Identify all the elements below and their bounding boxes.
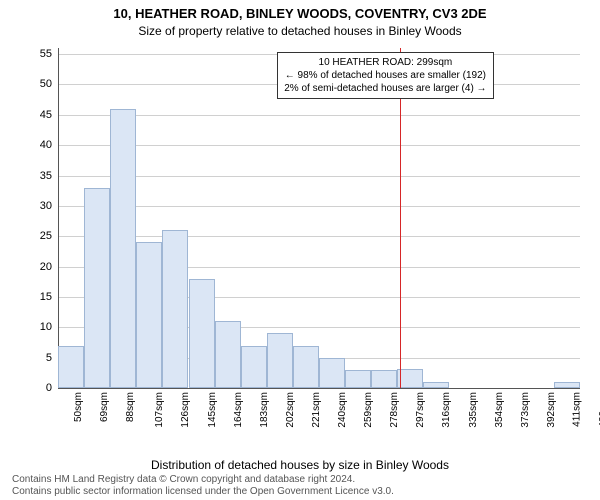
bar <box>554 382 580 388</box>
x-tick: 202sqm <box>285 392 296 428</box>
gridline-h <box>58 176 580 177</box>
y-tick: 15 <box>40 291 52 303</box>
annotation-line-2: ← 98% of detached houses are smaller (19… <box>284 69 486 82</box>
bar <box>84 188 110 388</box>
gridline-h <box>58 115 580 116</box>
x-tick: 88sqm <box>125 392 136 422</box>
gridline-h <box>58 206 580 207</box>
y-tick: 20 <box>40 261 52 273</box>
y-tick: 45 <box>40 109 52 121</box>
gridline-h <box>58 145 580 146</box>
bar <box>293 346 319 389</box>
chart-title-main: 10, HEATHER ROAD, BINLEY WOODS, COVENTRY… <box>0 6 600 21</box>
x-tick: 259sqm <box>363 392 374 428</box>
y-tick: 0 <box>46 382 52 394</box>
x-tick: 183sqm <box>258 392 269 428</box>
x-tick: 297sqm <box>415 392 426 428</box>
x-axis-line <box>58 388 580 389</box>
bar <box>345 370 371 388</box>
marker-line <box>400 48 401 388</box>
chart-container: 10, HEATHER ROAD, BINLEY WOODS, COVENTRY… <box>0 0 600 500</box>
bar <box>215 321 241 388</box>
y-axis-line <box>58 48 59 388</box>
x-tick: 107sqm <box>154 392 165 428</box>
x-axis-label: Distribution of detached houses by size … <box>0 458 600 472</box>
x-tick: 373sqm <box>519 392 530 428</box>
bar <box>241 346 267 389</box>
y-tick: 25 <box>40 230 52 242</box>
bar <box>162 230 188 388</box>
y-tick: 5 <box>46 352 52 364</box>
y-tick: 30 <box>40 200 52 212</box>
x-tick: 335sqm <box>467 392 478 428</box>
footnote-line-2: Contains public sector information licen… <box>12 486 394 498</box>
bar <box>189 279 215 388</box>
x-tick: 69sqm <box>99 392 110 422</box>
bar <box>58 346 84 389</box>
x-tick: 316sqm <box>441 392 452 428</box>
annotation-line-1: 10 HEATHER ROAD: 299sqm <box>284 56 486 69</box>
y-tick: 35 <box>40 170 52 182</box>
x-tick: 50sqm <box>73 392 84 422</box>
chart-title-sub: Size of property relative to detached ho… <box>0 24 600 38</box>
x-tick: 164sqm <box>232 392 243 428</box>
bar <box>371 370 397 388</box>
x-tick: 126sqm <box>180 392 191 428</box>
x-tick: 354sqm <box>493 392 504 428</box>
y-tick: 10 <box>40 321 52 333</box>
bar <box>423 382 449 388</box>
bar <box>110 109 136 388</box>
x-tick: 278sqm <box>389 392 400 428</box>
x-tick: 392sqm <box>546 392 557 428</box>
y-tick: 40 <box>40 139 52 151</box>
y-tick: 50 <box>40 78 52 90</box>
x-tick: 145sqm <box>206 392 217 428</box>
bar <box>136 242 162 388</box>
x-tick: 240sqm <box>337 392 348 428</box>
bar <box>319 358 345 388</box>
gridline-h <box>58 236 580 237</box>
bar <box>397 369 423 388</box>
y-tick: 55 <box>40 48 52 60</box>
footnote: Contains HM Land Registry data © Crown c… <box>12 474 394 498</box>
bar <box>267 333 293 388</box>
x-tick: 411sqm <box>571 392 582 427</box>
annotation-line-3: 2% of semi-detached houses are larger (4… <box>284 82 486 95</box>
x-tick: 221sqm <box>311 392 322 428</box>
footnote-line-1: Contains HM Land Registry data © Crown c… <box>12 474 394 486</box>
plot-area: 051015202530354045505550sqm69sqm88sqm107… <box>58 48 580 388</box>
annotation-box: 10 HEATHER ROAD: 299sqm ← 98% of detache… <box>277 52 493 99</box>
